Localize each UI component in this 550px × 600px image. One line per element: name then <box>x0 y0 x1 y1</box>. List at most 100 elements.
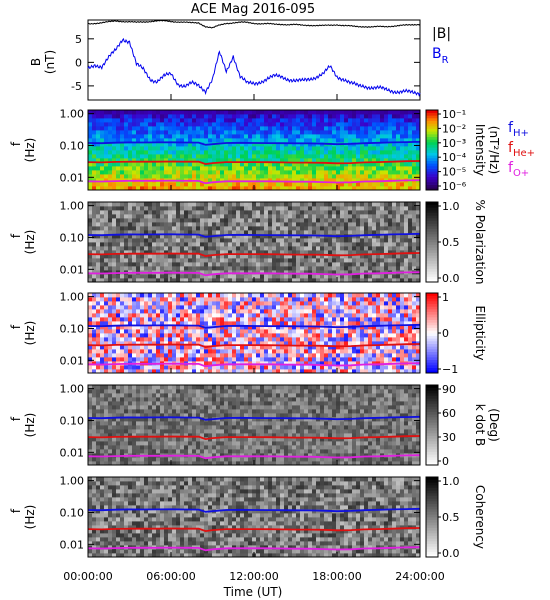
heatmap-cell <box>264 337 269 342</box>
heatmap-cell <box>204 174 209 179</box>
heatmap-cell <box>308 210 313 215</box>
heatmap-cell <box>316 266 321 271</box>
heatmap-cell <box>404 166 409 171</box>
heatmap-cell <box>180 230 185 235</box>
heatmap-cell <box>320 293 325 298</box>
heatmap-cell <box>92 258 97 263</box>
heatmap-cell <box>88 206 93 211</box>
heatmap-cell <box>364 341 369 346</box>
heatmap-cell <box>132 329 137 334</box>
heatmap-cell <box>364 114 369 119</box>
heatmap-cell <box>176 210 181 215</box>
heatmap-cell <box>108 325 113 330</box>
heatmap-cell <box>292 305 297 310</box>
heatmap-cell <box>96 357 101 362</box>
heatmap-cell <box>136 349 141 354</box>
heatmap-cell <box>180 246 185 251</box>
heatmap-cell <box>160 122 165 127</box>
heatmap-cell <box>140 126 145 131</box>
heatmap-cell <box>268 278 273 283</box>
heatmap-cell <box>204 178 209 183</box>
heatmap-cell <box>264 150 269 155</box>
heatmap-cell <box>92 150 97 155</box>
heatmap-cell <box>88 222 93 227</box>
heatmap-cell <box>112 118 117 123</box>
heatmap-cell <box>236 341 241 346</box>
heatmap-cell <box>384 118 389 123</box>
heatmap-cell <box>228 297 233 302</box>
heatmap-cell <box>324 146 329 151</box>
heatmap-cell <box>320 250 325 255</box>
heatmap-cell <box>112 309 117 314</box>
heatmap-cell <box>268 337 273 342</box>
heatmap-cell <box>292 365 297 370</box>
heatmap-cell <box>332 262 337 267</box>
heatmap-cell <box>224 202 229 207</box>
heatmap-cell <box>220 258 225 263</box>
heatmap-cell <box>372 206 377 211</box>
heatmap-cell <box>252 222 257 227</box>
heatmap-cell <box>344 238 349 243</box>
heatmap-cell <box>172 218 177 223</box>
heatmap-cell <box>372 349 377 354</box>
heatmap-cell <box>112 278 117 283</box>
heatmap-cell <box>288 166 293 171</box>
heatmap-cell <box>360 341 365 346</box>
heatmap-cell <box>188 138 193 143</box>
heatmap-cell <box>148 138 153 143</box>
heatmap-cell <box>372 110 377 115</box>
heatmap-cell <box>88 178 93 183</box>
heatmap-cell <box>164 266 169 271</box>
heatmap-cell <box>160 333 165 338</box>
heatmap-cell <box>344 122 349 127</box>
heatmap-cell <box>100 341 105 346</box>
heatmap-cell <box>100 365 105 370</box>
heatmap-cell <box>372 242 377 247</box>
heatmap-cell <box>416 246 421 251</box>
heatmap-cell <box>124 266 129 271</box>
heatmap-cell <box>252 114 257 119</box>
heatmap-cell <box>316 110 321 115</box>
heatmap-cell <box>340 122 345 127</box>
heatmap-cell <box>108 166 113 171</box>
heatmap-cell <box>136 234 141 239</box>
heatmap-cell <box>376 110 381 115</box>
heatmap-cell <box>152 369 157 374</box>
heatmap-cell <box>304 321 309 326</box>
heatmap-cell <box>404 274 409 279</box>
heatmap-cell <box>364 365 369 370</box>
heatmap-cell <box>352 246 357 251</box>
heatmap-cell <box>336 214 341 219</box>
heatmap-cell <box>328 154 333 159</box>
heatmap-cell <box>340 309 345 314</box>
heatmap-cell <box>108 266 113 271</box>
heatmap-cell <box>280 134 285 139</box>
heatmap-cell <box>104 166 109 171</box>
heatmap-cell <box>124 110 129 115</box>
heatmap-cell <box>252 297 257 302</box>
heatmap-cell <box>364 226 369 231</box>
heatmap-cell <box>96 329 101 334</box>
heatmap-cell <box>172 321 177 326</box>
heatmap-cell <box>388 246 393 251</box>
heatmap-cell <box>288 349 293 354</box>
heatmap-cell <box>96 162 101 167</box>
heatmap-cell <box>196 321 201 326</box>
colorbar-segment <box>426 260 438 264</box>
heatmap-cell <box>376 254 381 259</box>
heatmap-cell <box>272 325 277 330</box>
heatmap-cell <box>108 174 113 179</box>
heatmap-cell <box>320 262 325 267</box>
heatmap-cell <box>352 146 357 151</box>
heatmap-cell <box>316 126 321 131</box>
heatmap-cell <box>300 210 305 215</box>
heatmap-cell <box>236 210 241 215</box>
heatmap-cell <box>264 357 269 362</box>
heatmap-cell <box>316 242 321 247</box>
heatmap-cell <box>368 317 373 322</box>
heatmap-cell <box>416 266 421 271</box>
heatmap-cell <box>312 126 317 131</box>
heatmap-cell <box>236 158 241 163</box>
heatmap-cell <box>344 186 349 191</box>
heatmap-cell <box>296 270 301 275</box>
